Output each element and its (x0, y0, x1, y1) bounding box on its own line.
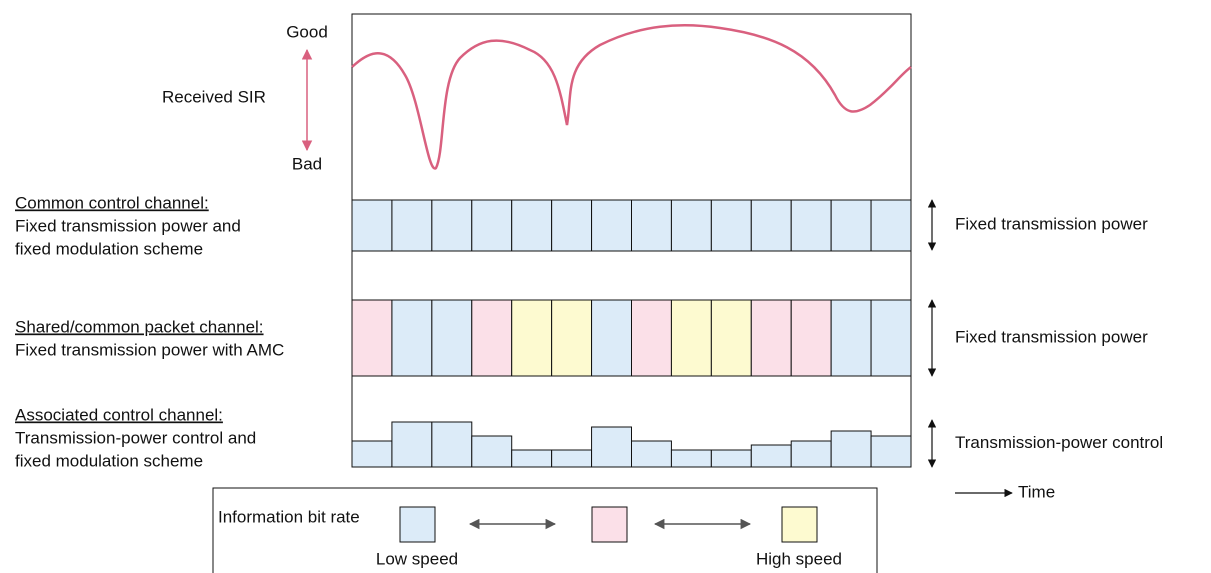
label: High speed (756, 549, 842, 568)
slot (870, 299, 912, 377)
channel-title: Common control channel: (15, 193, 209, 212)
slot (471, 435, 513, 468)
slot (750, 199, 792, 252)
slot (670, 299, 712, 377)
channel-note: Transmission-power control (955, 433, 1163, 452)
slot (790, 299, 832, 377)
slot (351, 299, 393, 377)
channel-desc: fixed modulation scheme (15, 239, 203, 258)
slot (511, 449, 553, 468)
slot (551, 299, 593, 377)
slot (471, 199, 513, 252)
slot (511, 299, 553, 377)
slot (511, 199, 553, 252)
swatch-mid (591, 506, 628, 543)
slot (391, 299, 433, 377)
slot (551, 199, 593, 252)
slot (551, 449, 593, 468)
slot (830, 299, 872, 377)
slot (710, 449, 752, 468)
slot (391, 421, 433, 468)
slot (710, 299, 752, 377)
slot (591, 199, 632, 252)
slot (431, 199, 473, 252)
swatch-high (781, 506, 818, 543)
legend-box (212, 487, 878, 573)
slot (830, 430, 872, 468)
legend-title: Information bit rate (218, 507, 360, 526)
swatch-low (399, 506, 436, 543)
slot (750, 444, 792, 468)
channel-desc: Fixed transmission power with AMC (15, 340, 284, 359)
slot (391, 199, 433, 252)
channel-note: Fixed transmission power (955, 327, 1148, 346)
slot (790, 440, 832, 468)
slot (790, 199, 832, 252)
slot (750, 299, 792, 377)
slot (631, 440, 672, 468)
slot (631, 299, 672, 377)
slot (870, 199, 912, 252)
slot (351, 199, 393, 252)
slot (591, 299, 632, 377)
slot (431, 299, 473, 377)
channel-desc: fixed modulation scheme (15, 451, 203, 470)
slot (351, 440, 393, 468)
label: Good (286, 22, 328, 41)
label: Received SIR (162, 87, 266, 106)
slot (591, 426, 632, 468)
channel-desc: Fixed transmission power and (15, 216, 241, 235)
slot (670, 449, 712, 468)
label: Low speed (376, 549, 458, 568)
slot (870, 435, 912, 468)
slot (431, 421, 473, 468)
label: Time (1018, 482, 1055, 501)
slot (710, 199, 752, 252)
slot (670, 199, 712, 252)
slot (631, 199, 672, 252)
label: Bad (292, 154, 322, 173)
sir-curve (351, 24, 912, 170)
channel-title: Shared/common packet channel: (15, 317, 264, 336)
channel-desc: Transmission-power control and (15, 428, 256, 447)
slot (471, 299, 513, 377)
channel-note: Fixed transmission power (955, 214, 1148, 233)
slot (830, 199, 872, 252)
channel-title: Associated control channel: (15, 405, 223, 424)
